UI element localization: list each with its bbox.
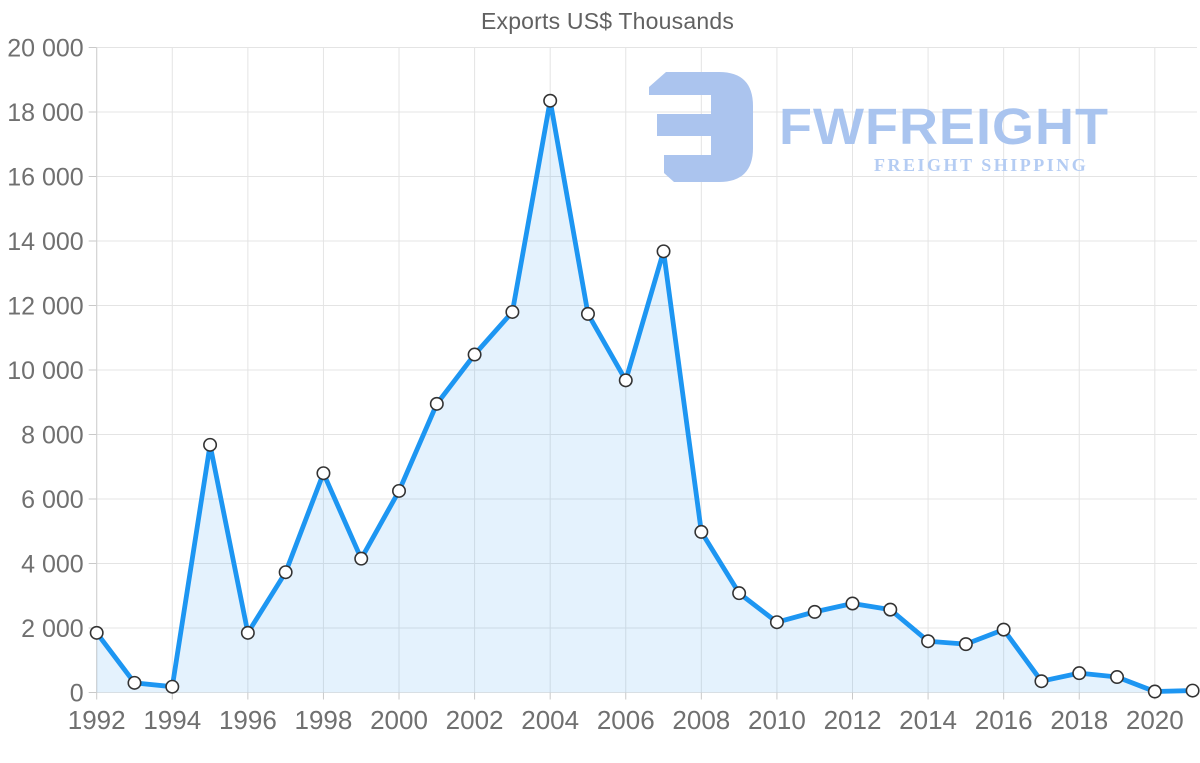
data-point-marker[interactable] (732, 586, 747, 601)
x-axis-label: 2018 (1050, 705, 1108, 735)
x-axis-label: 2004 (521, 705, 579, 735)
x-axis-label: 2012 (824, 705, 882, 735)
x-axis-label: 2008 (672, 705, 730, 735)
y-axis-label: 8 000 (21, 422, 84, 450)
data-point-marker[interactable] (354, 551, 369, 566)
x-axis-label: 2010 (748, 705, 806, 735)
x-axis-label: 1998 (295, 705, 353, 735)
data-point-marker[interactable] (392, 483, 407, 498)
data-point-marker[interactable] (316, 466, 331, 481)
series-line (94, 98, 1196, 694)
data-point-marker[interactable] (1110, 670, 1125, 685)
y-axis-label: 4 000 (21, 551, 84, 579)
data-point-marker[interactable] (127, 675, 142, 690)
data-point-marker[interactable] (958, 637, 973, 652)
data-point-marker[interactable] (89, 625, 104, 640)
data-point-marker[interactable] (618, 373, 633, 388)
x-axis-label: 2020 (1126, 705, 1184, 735)
series-area-fill (96, 100, 1193, 693)
data-point-marker[interactable] (883, 602, 898, 617)
y-axis-label: 10 000 (7, 357, 83, 385)
y-axis-label: 18 000 (7, 99, 83, 127)
data-point-marker[interactable] (580, 306, 595, 321)
data-point-marker[interactable] (921, 634, 936, 649)
data-point-marker[interactable] (694, 524, 709, 539)
data-point-marker[interactable] (769, 615, 784, 630)
data-point-marker[interactable] (996, 622, 1011, 637)
x-axis-label: 2002 (446, 705, 504, 735)
x-axis-label: 1992 (68, 705, 126, 735)
chart-title: Exports US$ Thousands (480, 8, 735, 34)
data-point-marker[interactable] (240, 625, 255, 640)
data-point-marker[interactable] (1185, 683, 1200, 698)
y-axis-label: 16 000 (7, 164, 83, 192)
x-axis-label: 2000 (370, 705, 428, 735)
x-axis-label: 2014 (899, 705, 957, 735)
y-axis-label: 12 000 (7, 293, 83, 321)
y-axis-label: 20 000 (7, 35, 83, 63)
data-point-marker[interactable] (656, 244, 671, 259)
data-point-marker[interactable] (845, 596, 860, 611)
x-axis-label: 1996 (219, 705, 277, 735)
data-point-marker[interactable] (203, 437, 218, 452)
data-point-marker[interactable] (429, 396, 444, 411)
data-point-marker[interactable] (807, 604, 822, 619)
data-point-marker[interactable] (1034, 674, 1049, 689)
data-point-marker[interactable] (543, 93, 558, 108)
y-axis-label: 2 000 (21, 615, 84, 643)
y-axis-label: 14 000 (7, 228, 83, 256)
data-point-marker[interactable] (467, 347, 482, 362)
y-axis-label: 6 000 (21, 486, 84, 514)
data-point-marker[interactable] (1072, 666, 1087, 681)
data-point-marker[interactable] (505, 304, 520, 319)
x-axis-label: 2006 (597, 705, 655, 735)
data-point-marker[interactable] (278, 565, 293, 580)
data-point-marker[interactable] (1147, 684, 1162, 699)
y-axis-label: 0 (70, 680, 84, 708)
data-point-marker[interactable] (165, 679, 180, 694)
x-axis-label: 1994 (143, 705, 201, 735)
x-axis-label: 2016 (975, 705, 1033, 735)
